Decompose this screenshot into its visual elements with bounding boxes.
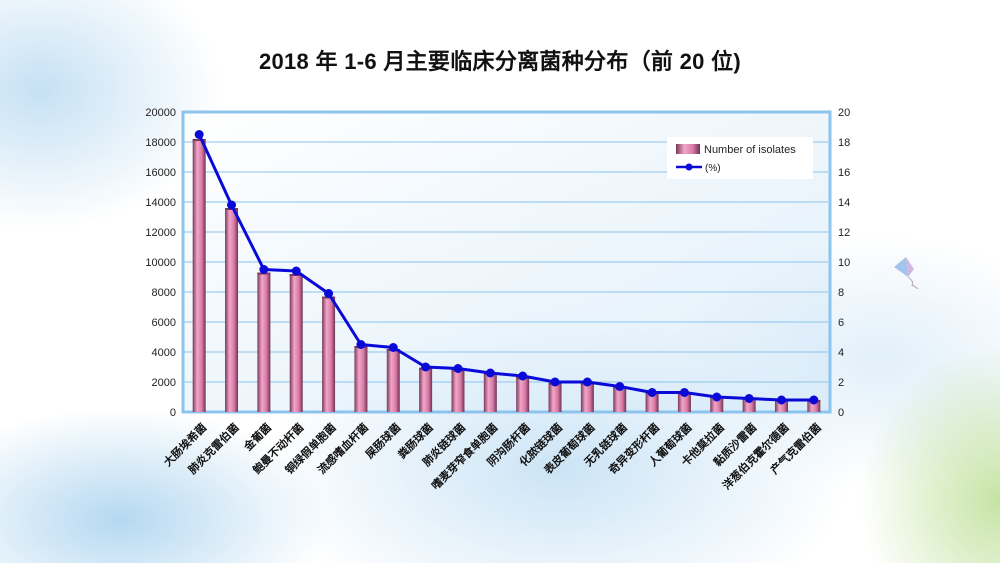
line-marker — [647, 388, 657, 397]
line-marker — [550, 377, 560, 387]
line-marker — [712, 392, 722, 402]
chart-title: 2018 年 1-6 月主要临床分离菌种分布（前 20 位) — [258, 49, 742, 74]
line-marker — [356, 340, 366, 349]
bar — [257, 272, 271, 412]
bar — [645, 392, 659, 412]
legend-marker-icon — [685, 163, 693, 171]
bar — [710, 396, 724, 412]
line-marker — [453, 364, 463, 373]
line-marker — [679, 388, 689, 397]
line-marker — [259, 265, 269, 274]
line-marker — [776, 395, 786, 405]
y2-tick-label: 0 — [838, 407, 844, 419]
y2-tick-label: 12 — [838, 227, 850, 239]
line-marker — [194, 130, 204, 139]
legend: Number of isolates (%) — [667, 137, 813, 179]
bar — [677, 392, 691, 412]
legend-bar-swatch-icon — [676, 144, 700, 154]
bar — [548, 382, 562, 412]
bar — [483, 373, 497, 412]
bar — [613, 386, 627, 412]
y-tick-label: 6000 — [152, 317, 176, 329]
bar — [354, 346, 368, 412]
y-tick-label: 20000 — [145, 107, 176, 119]
line-marker — [615, 382, 625, 391]
y2-tick-label: 2 — [838, 377, 844, 389]
line-marker — [324, 289, 334, 298]
line-series — [194, 130, 819, 405]
legend-line-label: (%) — [705, 163, 721, 174]
y-axis-right: 0 2 4 6 8 10 12 14 16 18 20 — [838, 107, 850, 419]
y2-tick-label: 14 — [838, 197, 850, 209]
line-marker — [227, 200, 237, 210]
y2-tick-label: 4 — [838, 347, 844, 359]
bar — [386, 349, 400, 412]
line-marker — [744, 394, 754, 403]
bar — [225, 208, 239, 412]
line-marker — [291, 266, 301, 276]
bar — [192, 139, 206, 412]
bar — [451, 369, 465, 412]
y-tick-label: 12000 — [145, 227, 176, 239]
y2-tick-label: 20 — [838, 107, 850, 119]
line-marker — [582, 377, 592, 387]
percent-line — [197, 133, 814, 402]
bar — [289, 274, 303, 412]
y-tick-label: 16000 — [145, 167, 176, 179]
bar — [516, 376, 530, 412]
bar — [322, 296, 336, 412]
legend-bar-label: Number of isolates — [704, 144, 796, 156]
bar — [580, 382, 594, 412]
y-tick-label: 18000 — [145, 137, 176, 149]
y-tick-label: 10000 — [145, 257, 176, 269]
y-tick-label: 0 — [170, 407, 176, 419]
y-tick-label: 8000 — [152, 287, 176, 299]
bar-top — [192, 139, 206, 141]
kite-decoration-icon — [894, 257, 919, 289]
y-tick-label: 2000 — [152, 377, 176, 389]
y-tick-label: 4000 — [152, 347, 176, 359]
bar — [419, 367, 433, 412]
y2-tick-label: 10 — [838, 257, 850, 269]
y2-tick-label: 18 — [838, 137, 850, 149]
y2-tick-label: 6 — [838, 317, 844, 329]
line-marker — [421, 362, 431, 372]
y2-tick-label: 16 — [838, 167, 850, 179]
y-tick-label: 14000 — [145, 197, 176, 209]
line-marker — [485, 368, 495, 378]
y-axis-left: 0 2000 4000 6000 8000 10000 12000 14000 16000 180… — [145, 107, 176, 419]
line-marker — [809, 395, 819, 405]
bar-series — [192, 139, 821, 412]
line-marker — [518, 371, 528, 381]
y2-tick-label: 8 — [838, 287, 844, 299]
line-marker — [388, 343, 398, 352]
